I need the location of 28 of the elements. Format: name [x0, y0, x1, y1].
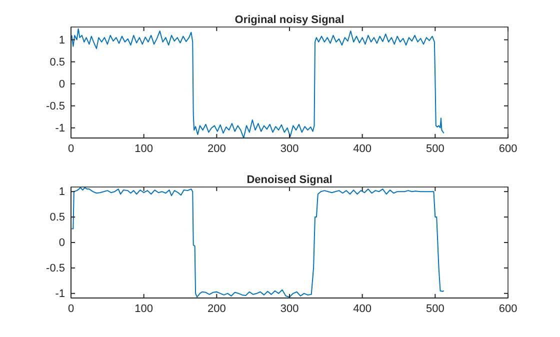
y-tick-label: 0.5 [50, 56, 65, 68]
y-tick-label: 0 [58, 78, 65, 90]
x-tick-label: 100 [134, 142, 154, 155]
y-tick-label: -0.5 [46, 100, 65, 112]
y-tick-label: -0.5 [46, 262, 65, 274]
x-tick-label: 600 [498, 302, 518, 315]
y-tick-label: -1 [55, 288, 65, 300]
x-tick-label: 200 [207, 142, 226, 155]
chart-title: Original noisy Signal [234, 14, 344, 26]
x-tick-label: 100 [134, 302, 154, 315]
y-tick-label: 1 [58, 34, 65, 46]
x-tick-label: 300 [280, 142, 299, 155]
y-tick-label: 1 [58, 186, 65, 198]
x-tick-label: 200 [207, 302, 226, 315]
x-tick-label: 500 [426, 302, 444, 315]
y-tick-label: 0 [58, 237, 65, 250]
y-tick-label: 0.5 [50, 212, 65, 224]
x-tick-label: 500 [426, 142, 444, 155]
chart-title: Denoised Signal [246, 174, 332, 186]
line-series [71, 28, 444, 138]
line-series [71, 187, 444, 298]
x-tick-label: 600 [498, 142, 518, 155]
x-tick-label: 0 [68, 142, 74, 155]
x-tick-label: 400 [353, 142, 372, 155]
x-tick-label: 300 [280, 302, 299, 315]
y-tick-label: -1 [55, 122, 65, 134]
x-tick-label: 0 [68, 302, 74, 315]
x-tick-label: 400 [353, 302, 372, 315]
